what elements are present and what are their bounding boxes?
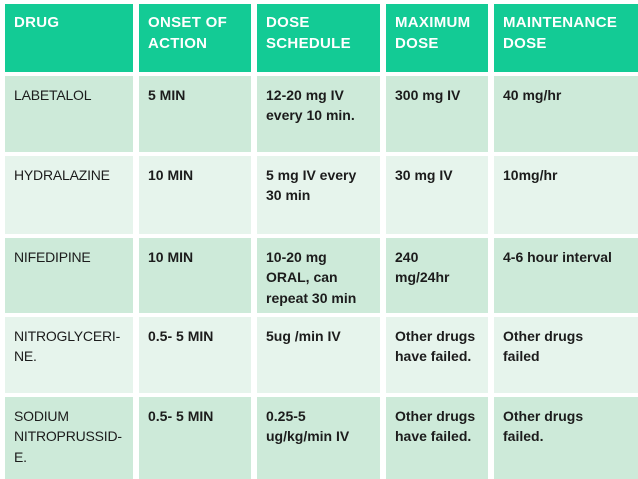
cell-drug-name: SODIUM NITROPRUSSID- E. [5, 397, 133, 479]
column-header-drug: DRUG [5, 4, 133, 72]
cell-maintenance-dose: Other drugs failed [494, 317, 638, 393]
cell-maintenance-dose: 4-6 hour interval [494, 238, 638, 313]
cell-dose-schedule: 10-20 mg ORAL, can repeat 30 min [257, 238, 380, 313]
cell-dose-schedule: 12-20 mg IV every 10 min. [257, 76, 380, 152]
column-header-onset-of-action: ONSET OF ACTION [139, 4, 251, 72]
column-header-maximum-dose: MAXIMUM DOSE [386, 4, 488, 72]
cell-maintenance-dose: 10mg/hr [494, 156, 638, 234]
cell-maximum-dose: 240 mg/24hr [386, 238, 488, 313]
cell-maintenance-dose: Other drugs failed. [494, 397, 638, 479]
cell-onset-of-action: 0.5- 5 MIN [139, 317, 251, 393]
column-header-maintenance-dose: MAINTENANCE DOSE [494, 4, 638, 72]
cell-drug-name: NITROGLYCERI- NE. [5, 317, 133, 393]
cell-maintenance-dose: 40 mg/hr [494, 76, 638, 152]
cell-drug-name: LABETALOL [5, 76, 133, 152]
cell-drug-name: HYDRALAZINE [5, 156, 133, 234]
cell-onset-of-action: 10 MIN [139, 156, 251, 234]
column-header-dose-schedule: DOSE SCHEDULE [257, 4, 380, 72]
cell-maximum-dose: 300 mg IV [386, 76, 488, 152]
cell-dose-schedule: 5ug /min IV [257, 317, 380, 393]
cell-onset-of-action: 10 MIN [139, 238, 251, 313]
cell-drug-name: NIFEDIPINE [5, 238, 133, 313]
cell-maximum-dose: Other drugs have failed. [386, 397, 488, 479]
cell-onset-of-action: 0.5- 5 MIN [139, 397, 251, 479]
cell-dose-schedule: 0.25-5 ug/kg/min IV [257, 397, 380, 479]
cell-maximum-dose: Other drugs have failed. [386, 317, 488, 393]
cell-maximum-dose: 30 mg IV [386, 156, 488, 234]
cell-dose-schedule: 5 mg IV every 30 min [257, 156, 380, 234]
cell-onset-of-action: 5 MIN [139, 76, 251, 152]
